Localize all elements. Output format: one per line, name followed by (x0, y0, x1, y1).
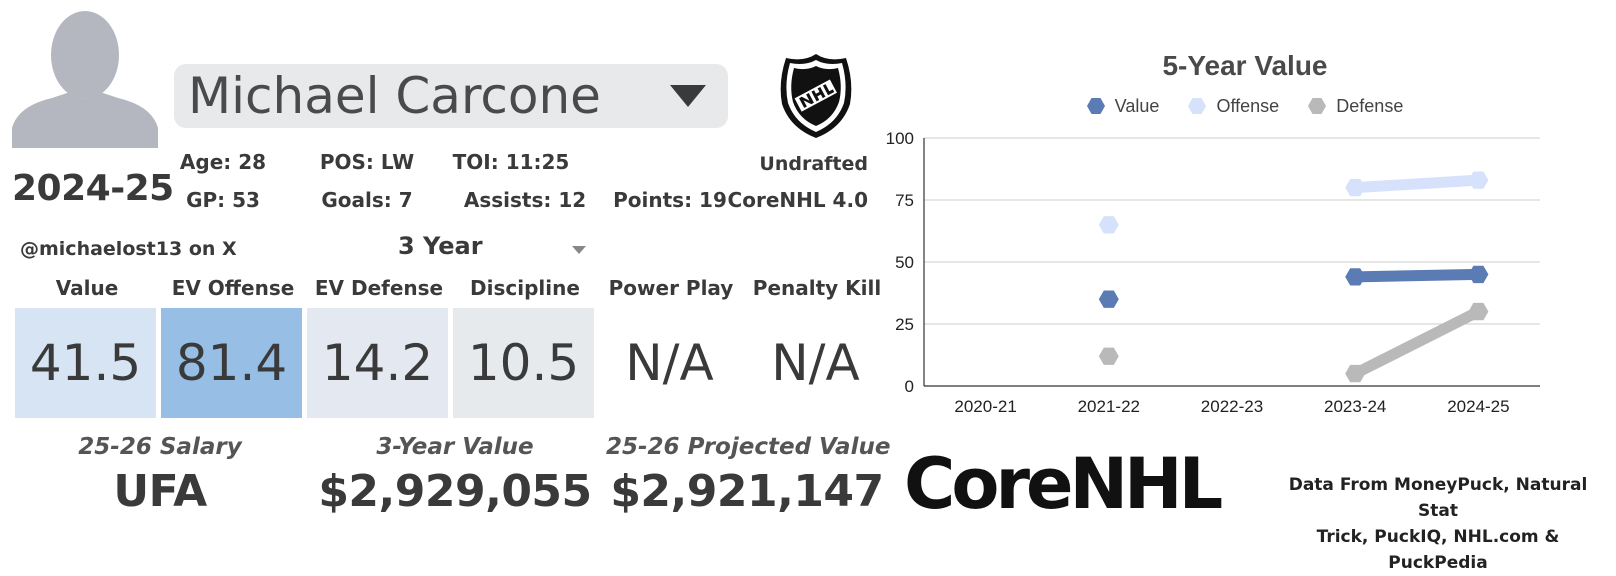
points-stat: Points: 19 (613, 188, 727, 212)
assists-stat: Assists: 12 (463, 188, 587, 212)
y-tick-label: 100 (886, 129, 914, 148)
data-point-offense (1468, 171, 1489, 189)
x-tick-label: 2022-23 (1201, 397, 1263, 416)
legend-swatch-offense (1188, 98, 1207, 114)
x-tick-label: 2020-21 (954, 397, 1016, 416)
salary-label: 25-26 Salary (78, 434, 242, 460)
data-point-value (1098, 290, 1119, 308)
metric-ev-offense-box: 81.4 (161, 308, 302, 418)
metric-power-play-box: N/A (599, 308, 740, 418)
chart-title: 5-Year Value (1162, 50, 1328, 81)
toi-stat: TOI: 11:25 (452, 150, 570, 174)
y-tick-label: 75 (895, 191, 914, 210)
series-line-offense (1349, 174, 1484, 194)
legend-swatch-defense (1308, 98, 1327, 114)
goals-stat: Goals: 7 (321, 188, 413, 212)
legend-swatch-value (1086, 98, 1105, 114)
data-point-defense (1468, 302, 1489, 321)
metric-header-ev-offense: EV Offense (171, 276, 295, 300)
position-stat: POS: LW (319, 150, 415, 174)
player-select[interactable]: Michael Carcone (174, 64, 728, 128)
legend-item-defense: Defense (1308, 96, 1403, 117)
draft-stat: Undrafted (759, 153, 868, 175)
metric-penalty-kill-box: N/A (745, 308, 886, 418)
three-year-value-label: 3-Year Value (376, 434, 534, 460)
corenhl-logo: CoreNHL (904, 446, 1226, 518)
y-tick-label: 50 (895, 253, 914, 272)
metric-header-penalty-kill: Penalty Kill (752, 276, 882, 300)
five-year-value-chart: 5-Year Value Value Offense Defense 0 25 50… (880, 40, 1610, 430)
season-label: 2024-25 (12, 168, 174, 209)
x-tick-label: 2024-25 (1447, 397, 1509, 416)
metric-ev-defense-box: 14.2 (307, 308, 448, 418)
x-tick-label: 2021-22 (1078, 397, 1140, 416)
twitter-handle: @michaelost13 on X (20, 238, 237, 260)
metric-value-box: 41.5 (15, 308, 156, 418)
period-select[interactable]: 3 Year (380, 232, 600, 264)
period-select-value: 3 Year (398, 232, 483, 260)
data-point-offense (1098, 216, 1119, 234)
series-line-defense (1349, 306, 1484, 380)
avatar-silhouette-icon (12, 11, 158, 148)
projected-value: $2,921,147 (610, 466, 884, 517)
metric-header-value: Value (55, 276, 119, 300)
metric-header-discipline: Discipline (470, 276, 580, 300)
metric-header-ev-defense: EV Defense (314, 276, 444, 300)
nhl-shield-logo (780, 54, 852, 138)
credit-line-2: Trick, PuckIQ, NHL.com & PuckPedia (1316, 527, 1560, 573)
projected-value-label: 25-26 Projected Value (606, 434, 891, 460)
y-tick-label: 25 (895, 315, 914, 334)
metric-header-power-play: Power Play (608, 276, 734, 300)
age-stat: Age: 28 (179, 150, 267, 174)
credit-line-1: Data From MoneyPuck, Natural Stat (1288, 475, 1588, 521)
salary-value: UFA (113, 466, 207, 517)
legend-item-value: Value (1086, 96, 1159, 117)
model-version: CoreNHL 4.0 (727, 188, 868, 212)
data-point-defense (1345, 364, 1366, 383)
legend-item-offense: Offense (1188, 96, 1279, 117)
player-name: Michael Carcone (188, 67, 601, 125)
chevron-down-icon (670, 85, 706, 107)
series-line-value (1349, 268, 1484, 283)
gp-stat: GP: 53 (186, 188, 260, 212)
data-point-value (1345, 268, 1366, 286)
data-point-value (1468, 265, 1489, 284)
chart-plot: 0 25 50 75 100 2020-21 2021-22 2022-23 2023-24 20… (886, 129, 1540, 416)
chart-legend: Value Offense Defense (880, 96, 1610, 117)
data-point-offense (1345, 178, 1366, 197)
data-credit: Data From MoneyPuck, Natural Stat Trick,… (1272, 472, 1604, 576)
x-tick-label: 2023-24 (1324, 397, 1386, 416)
three-year-value: $2,929,055 (318, 466, 592, 517)
y-tick-label: 0 (905, 377, 914, 396)
metric-discipline-box: 10.5 (453, 308, 594, 418)
chevron-down-icon (572, 246, 586, 254)
data-point-defense (1098, 347, 1119, 365)
svg-text:CoreNHL: CoreNHL (904, 446, 1222, 518)
